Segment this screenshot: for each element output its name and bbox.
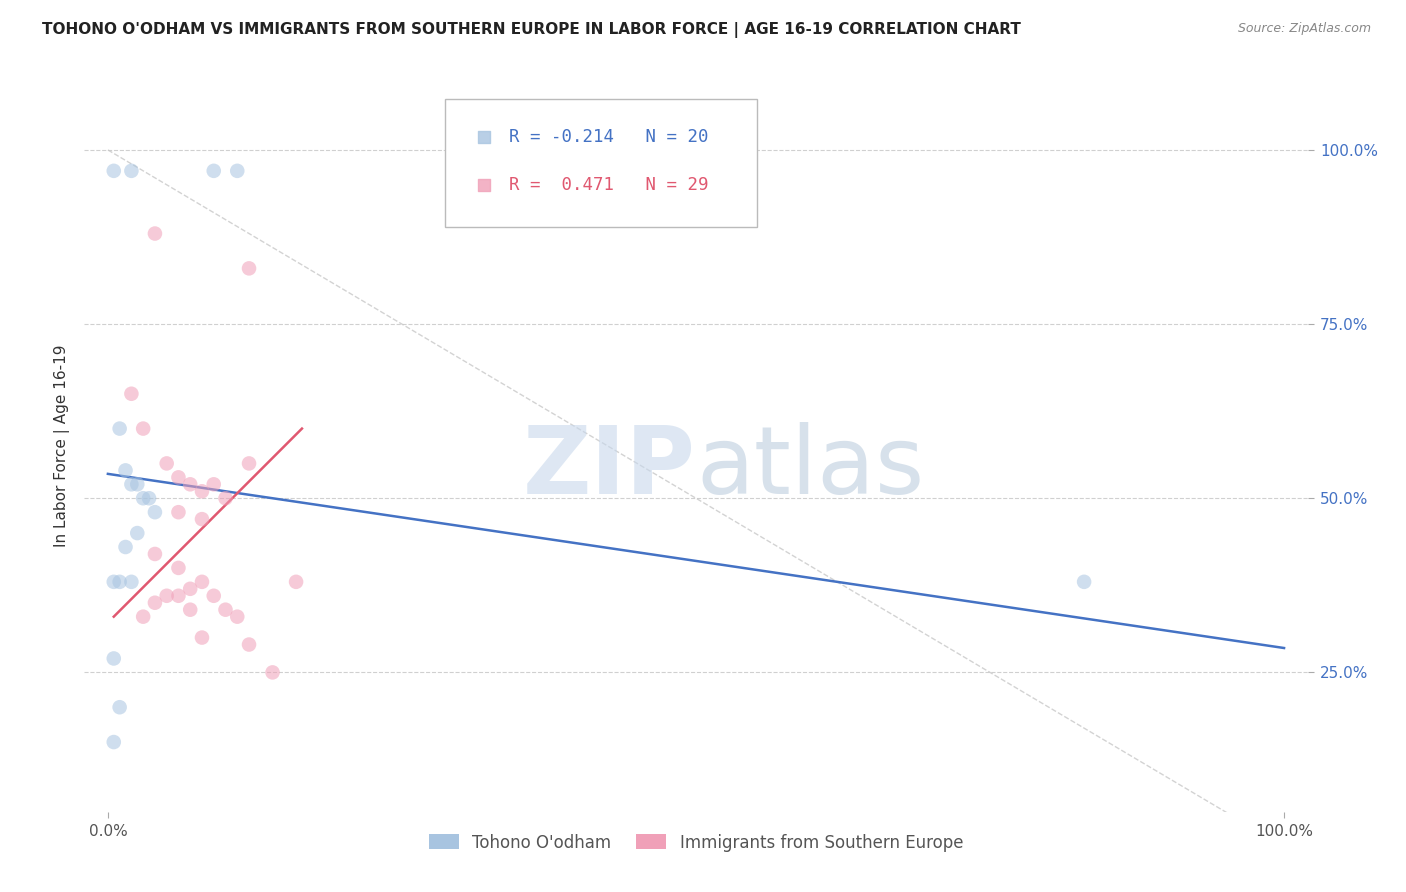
Point xyxy=(179,603,201,617)
Point xyxy=(108,421,131,435)
Point xyxy=(238,261,260,276)
Point xyxy=(179,477,201,491)
Point xyxy=(202,589,225,603)
Point xyxy=(238,638,260,652)
Point xyxy=(143,547,166,561)
Point xyxy=(214,491,236,506)
Point xyxy=(103,651,125,665)
Point xyxy=(202,164,225,178)
Point xyxy=(238,457,260,471)
Y-axis label: In Labor Force | Age 16-19: In Labor Force | Age 16-19 xyxy=(55,344,70,548)
Point xyxy=(226,164,249,178)
Point xyxy=(103,574,125,589)
Point xyxy=(138,491,160,506)
Point xyxy=(132,491,155,506)
Point xyxy=(226,609,249,624)
Point xyxy=(1073,574,1095,589)
Point xyxy=(191,574,214,589)
Point xyxy=(120,386,142,401)
Point xyxy=(108,574,131,589)
Point xyxy=(156,589,179,603)
Point xyxy=(191,631,214,645)
Point xyxy=(179,582,201,596)
Point xyxy=(132,421,155,435)
Point xyxy=(108,700,131,714)
Point xyxy=(103,735,125,749)
Point xyxy=(143,505,166,519)
Point xyxy=(114,540,136,554)
FancyBboxPatch shape xyxy=(446,99,758,227)
Point xyxy=(191,512,214,526)
Point xyxy=(127,477,149,491)
Point xyxy=(120,477,142,491)
Point xyxy=(202,477,225,491)
Text: Source: ZipAtlas.com: Source: ZipAtlas.com xyxy=(1237,22,1371,36)
Point xyxy=(167,505,190,519)
Point xyxy=(191,484,214,499)
Point xyxy=(167,589,190,603)
Point xyxy=(143,596,166,610)
Text: R = -0.214   N = 20: R = -0.214 N = 20 xyxy=(509,128,709,145)
Point xyxy=(167,561,190,575)
Point xyxy=(262,665,284,680)
Point xyxy=(481,196,503,211)
Text: atlas: atlas xyxy=(696,422,924,514)
Point xyxy=(214,603,236,617)
Point xyxy=(120,574,142,589)
Point xyxy=(127,526,149,541)
Point xyxy=(103,164,125,178)
Point xyxy=(481,243,503,257)
Point xyxy=(132,609,155,624)
Text: R =  0.471   N = 29: R = 0.471 N = 29 xyxy=(509,176,709,194)
Legend: Tohono O'odham, Immigrants from Southern Europe: Tohono O'odham, Immigrants from Southern… xyxy=(422,827,970,858)
Point xyxy=(120,164,142,178)
Text: ZIP: ZIP xyxy=(523,422,696,514)
Point xyxy=(114,463,136,477)
Point xyxy=(143,227,166,241)
Text: TOHONO O'ODHAM VS IMMIGRANTS FROM SOUTHERN EUROPE IN LABOR FORCE | AGE 16-19 COR: TOHONO O'ODHAM VS IMMIGRANTS FROM SOUTHE… xyxy=(42,22,1021,38)
Point xyxy=(156,457,179,471)
Point xyxy=(285,574,308,589)
Point xyxy=(167,470,190,484)
